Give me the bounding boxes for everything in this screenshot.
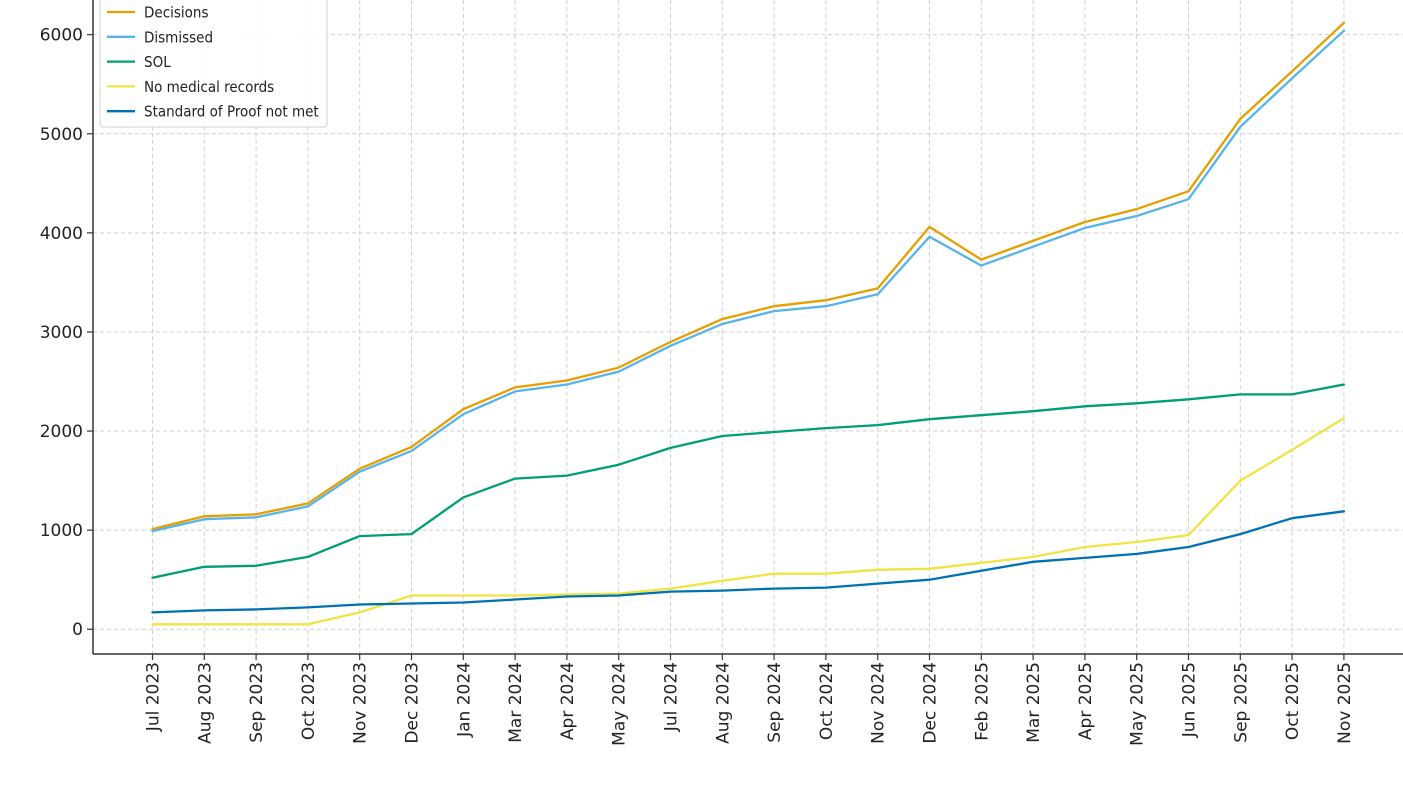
x-tick-label: Nov 2025 bbox=[1335, 662, 1355, 744]
x-tick-label: Sep 2024 bbox=[765, 662, 785, 743]
legend-label: Standard of Proof not met bbox=[144, 103, 319, 121]
x-tick-label: Nov 2023 bbox=[351, 662, 371, 744]
x-tick-label: Dec 2023 bbox=[403, 662, 423, 744]
y-tick-label: 5000 bbox=[40, 125, 83, 145]
legend: Decisions Dismissed SOL No medical records S… bbox=[99, 0, 328, 128]
x-tick-label: Mar 2024 bbox=[506, 662, 526, 743]
series-line-standard-of-proof-not-met bbox=[151, 510, 1346, 614]
x-tick-label: Apr 2024 bbox=[558, 662, 578, 740]
x-tick-label: Mar 2025 bbox=[1024, 662, 1044, 743]
series-line-sol bbox=[151, 383, 1346, 579]
x-tick-label: Jul 2023 bbox=[144, 662, 164, 732]
series-line-no-medical-records bbox=[151, 417, 1346, 626]
series-lines bbox=[151, 21, 1346, 626]
axes bbox=[92, 0, 1403, 655]
x-tick-label: Dec 2024 bbox=[921, 662, 941, 744]
y-tick-label: 2000 bbox=[40, 422, 83, 442]
legend-label: Dismissed bbox=[144, 28, 213, 46]
x-tick-label: May 2024 bbox=[610, 662, 630, 746]
x-tick-label: Oct 2023 bbox=[299, 662, 319, 740]
legend-box bbox=[99, 0, 328, 128]
x-tick-label: Jul 2024 bbox=[662, 662, 682, 732]
legend-label: Decisions bbox=[144, 4, 209, 22]
x-tick-label: Jun 2025 bbox=[1180, 662, 1200, 738]
legend-label: SOL bbox=[144, 53, 171, 71]
series-line-decisions bbox=[151, 21, 1346, 531]
x-tick-label: Jan 2024 bbox=[454, 662, 474, 738]
y-tick-label: 4000 bbox=[40, 224, 83, 244]
x-tick-label: Nov 2024 bbox=[869, 662, 889, 744]
x-tick-label: Aug 2024 bbox=[713, 662, 733, 744]
x-tick-label: Oct 2025 bbox=[1283, 662, 1303, 740]
x-tick-label: Feb 2025 bbox=[972, 662, 992, 741]
x-tick-label: Oct 2024 bbox=[817, 662, 837, 740]
x-tick-label: Sep 2023 bbox=[247, 662, 267, 743]
y-tick-label: 3000 bbox=[40, 323, 83, 343]
x-tick-label: May 2025 bbox=[1128, 662, 1148, 746]
y-tick-label: 1000 bbox=[40, 521, 83, 541]
y-tick-label: 6000 bbox=[40, 26, 83, 46]
x-ticks: Jul 2023 Aug 2023 Sep 2023 Oct 2023 Nov 2023… bbox=[144, 654, 1355, 746]
legend-label: No medical records bbox=[144, 78, 274, 96]
y-ticks: 0 1000 2000 3000 4000 5000 6000 bbox=[40, 26, 93, 640]
series-line-dismissed bbox=[151, 29, 1346, 533]
x-tick-label: Aug 2023 bbox=[195, 662, 215, 744]
y-tick-label: 0 bbox=[72, 620, 83, 640]
x-tick-label: Sep 2025 bbox=[1231, 662, 1251, 743]
x-tick-label: Apr 2025 bbox=[1076, 662, 1096, 740]
